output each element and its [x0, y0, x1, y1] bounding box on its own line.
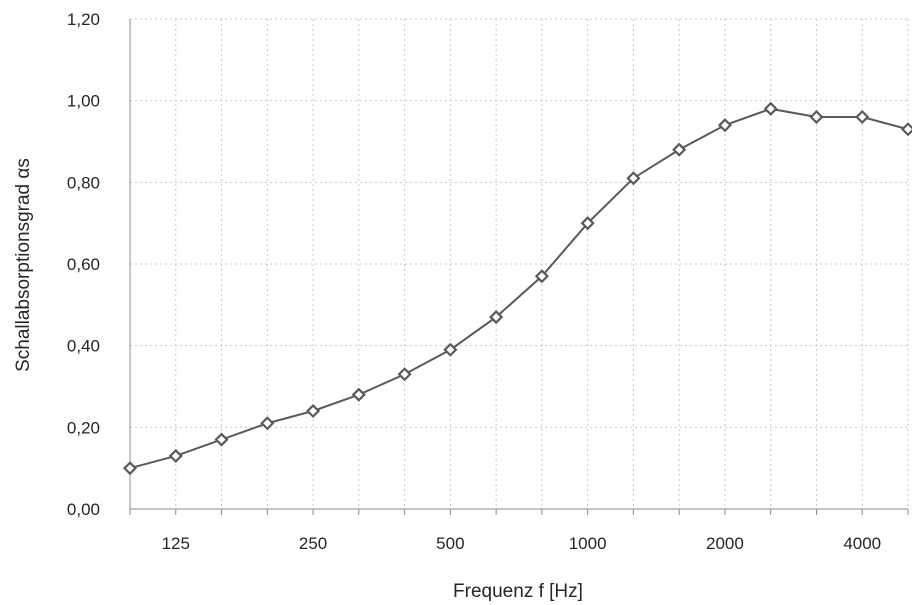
data-point-marker — [397, 367, 412, 382]
x-tick-label: 4000 — [843, 534, 881, 553]
x-axis-title: Frequenz f [Hz] — [453, 581, 583, 602]
data-point-marker — [534, 269, 549, 284]
y-tick-labels: 0,00 0,20 0,40 0,60 0,80 1,00 1,20 — [67, 10, 100, 519]
data-point-marker — [900, 122, 912, 137]
x-tick-labels: 125 250 500 1000 2000 4000 — [162, 534, 882, 553]
gridlines — [130, 18, 909, 509]
data-point-marker — [626, 171, 641, 186]
data-point-marker — [168, 448, 183, 463]
data-point-marker — [443, 342, 458, 357]
data-point-marker — [855, 109, 870, 125]
data-point-marker — [763, 101, 778, 116]
data-point-marker — [260, 416, 275, 431]
x-tick-label: 2000 — [706, 534, 744, 553]
y-tick-label: 0,80 — [67, 173, 100, 192]
y-tick-label: 0,60 — [67, 255, 100, 274]
data-point-marker — [672, 142, 687, 157]
data-point-marker — [214, 432, 229, 447]
y-tick-label: 0,40 — [67, 337, 100, 356]
data-point-marker — [717, 118, 732, 133]
data-point-marker — [489, 310, 504, 325]
data-point-marker — [580, 216, 595, 231]
x-tick-label: 500 — [436, 534, 464, 553]
y-axis-title: Schallabsorptionsgrad αs — [13, 158, 34, 372]
data-point-marker — [351, 387, 366, 402]
data-point-marker — [306, 403, 321, 419]
y-tick-label: 0,20 — [67, 418, 100, 437]
series-absorption — [122, 101, 912, 476]
x-tick-label: 125 — [162, 534, 190, 553]
data-point-marker — [122, 461, 138, 476]
y-tick-label: 1,00 — [67, 92, 100, 111]
y-tick-label: 0,00 — [67, 500, 100, 519]
series-line — [129, 107, 909, 470]
x-tick-label: 250 — [299, 534, 327, 553]
y-tick-label: 1,20 — [67, 10, 100, 29]
data-point-marker — [809, 109, 824, 125]
axes — [129, 19, 909, 515]
x-tick-label: 1000 — [569, 534, 607, 553]
